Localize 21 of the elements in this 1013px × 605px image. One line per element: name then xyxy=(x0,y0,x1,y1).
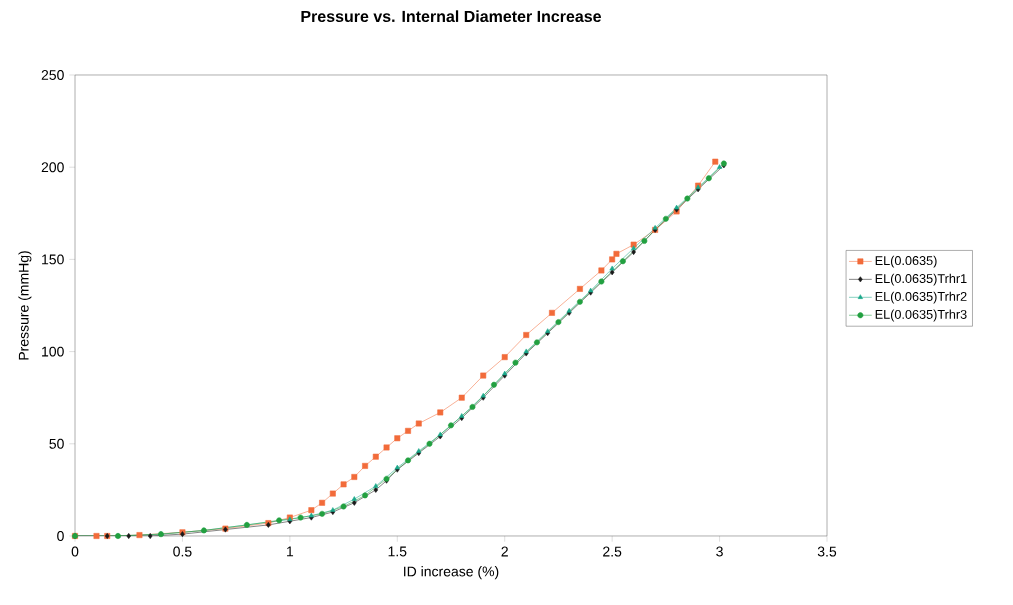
x-tick-label: 1.5 xyxy=(388,546,407,557)
y-tick-label: 250 xyxy=(41,70,64,80)
chart-title: Pressure vs. Internal Diameter Increase xyxy=(301,10,601,23)
x-tick-label: 2.5 xyxy=(603,546,622,557)
x-axis-title: ID increase (%) xyxy=(404,566,499,580)
x-tick-label: 3 xyxy=(716,546,723,557)
x-tick-label: 0.5 xyxy=(173,546,192,557)
x-tick-label: 1 xyxy=(287,546,294,557)
y-tick-label: 200 xyxy=(41,162,64,173)
y-tick-label: 0 xyxy=(57,531,64,541)
y-tick-label: 100 xyxy=(42,346,64,357)
legend-label: EL(0.0635)Trhr2 xyxy=(875,291,967,304)
y-tick-label: 50 xyxy=(49,438,64,449)
legend-label: EL(0.0635)Trhr1 xyxy=(875,273,967,286)
y-axis-title: Pressure (mmHg) xyxy=(18,251,32,360)
x-tick-label: 3.5 xyxy=(817,546,837,557)
x-tick-label: 0 xyxy=(71,546,79,557)
legend-label: EL(0.0635)Trhr3 xyxy=(875,309,967,322)
x-tick-label: 2 xyxy=(501,546,508,557)
legend-label: EL(0.0635) xyxy=(875,255,937,268)
y-tick-label: 150 xyxy=(42,254,64,265)
